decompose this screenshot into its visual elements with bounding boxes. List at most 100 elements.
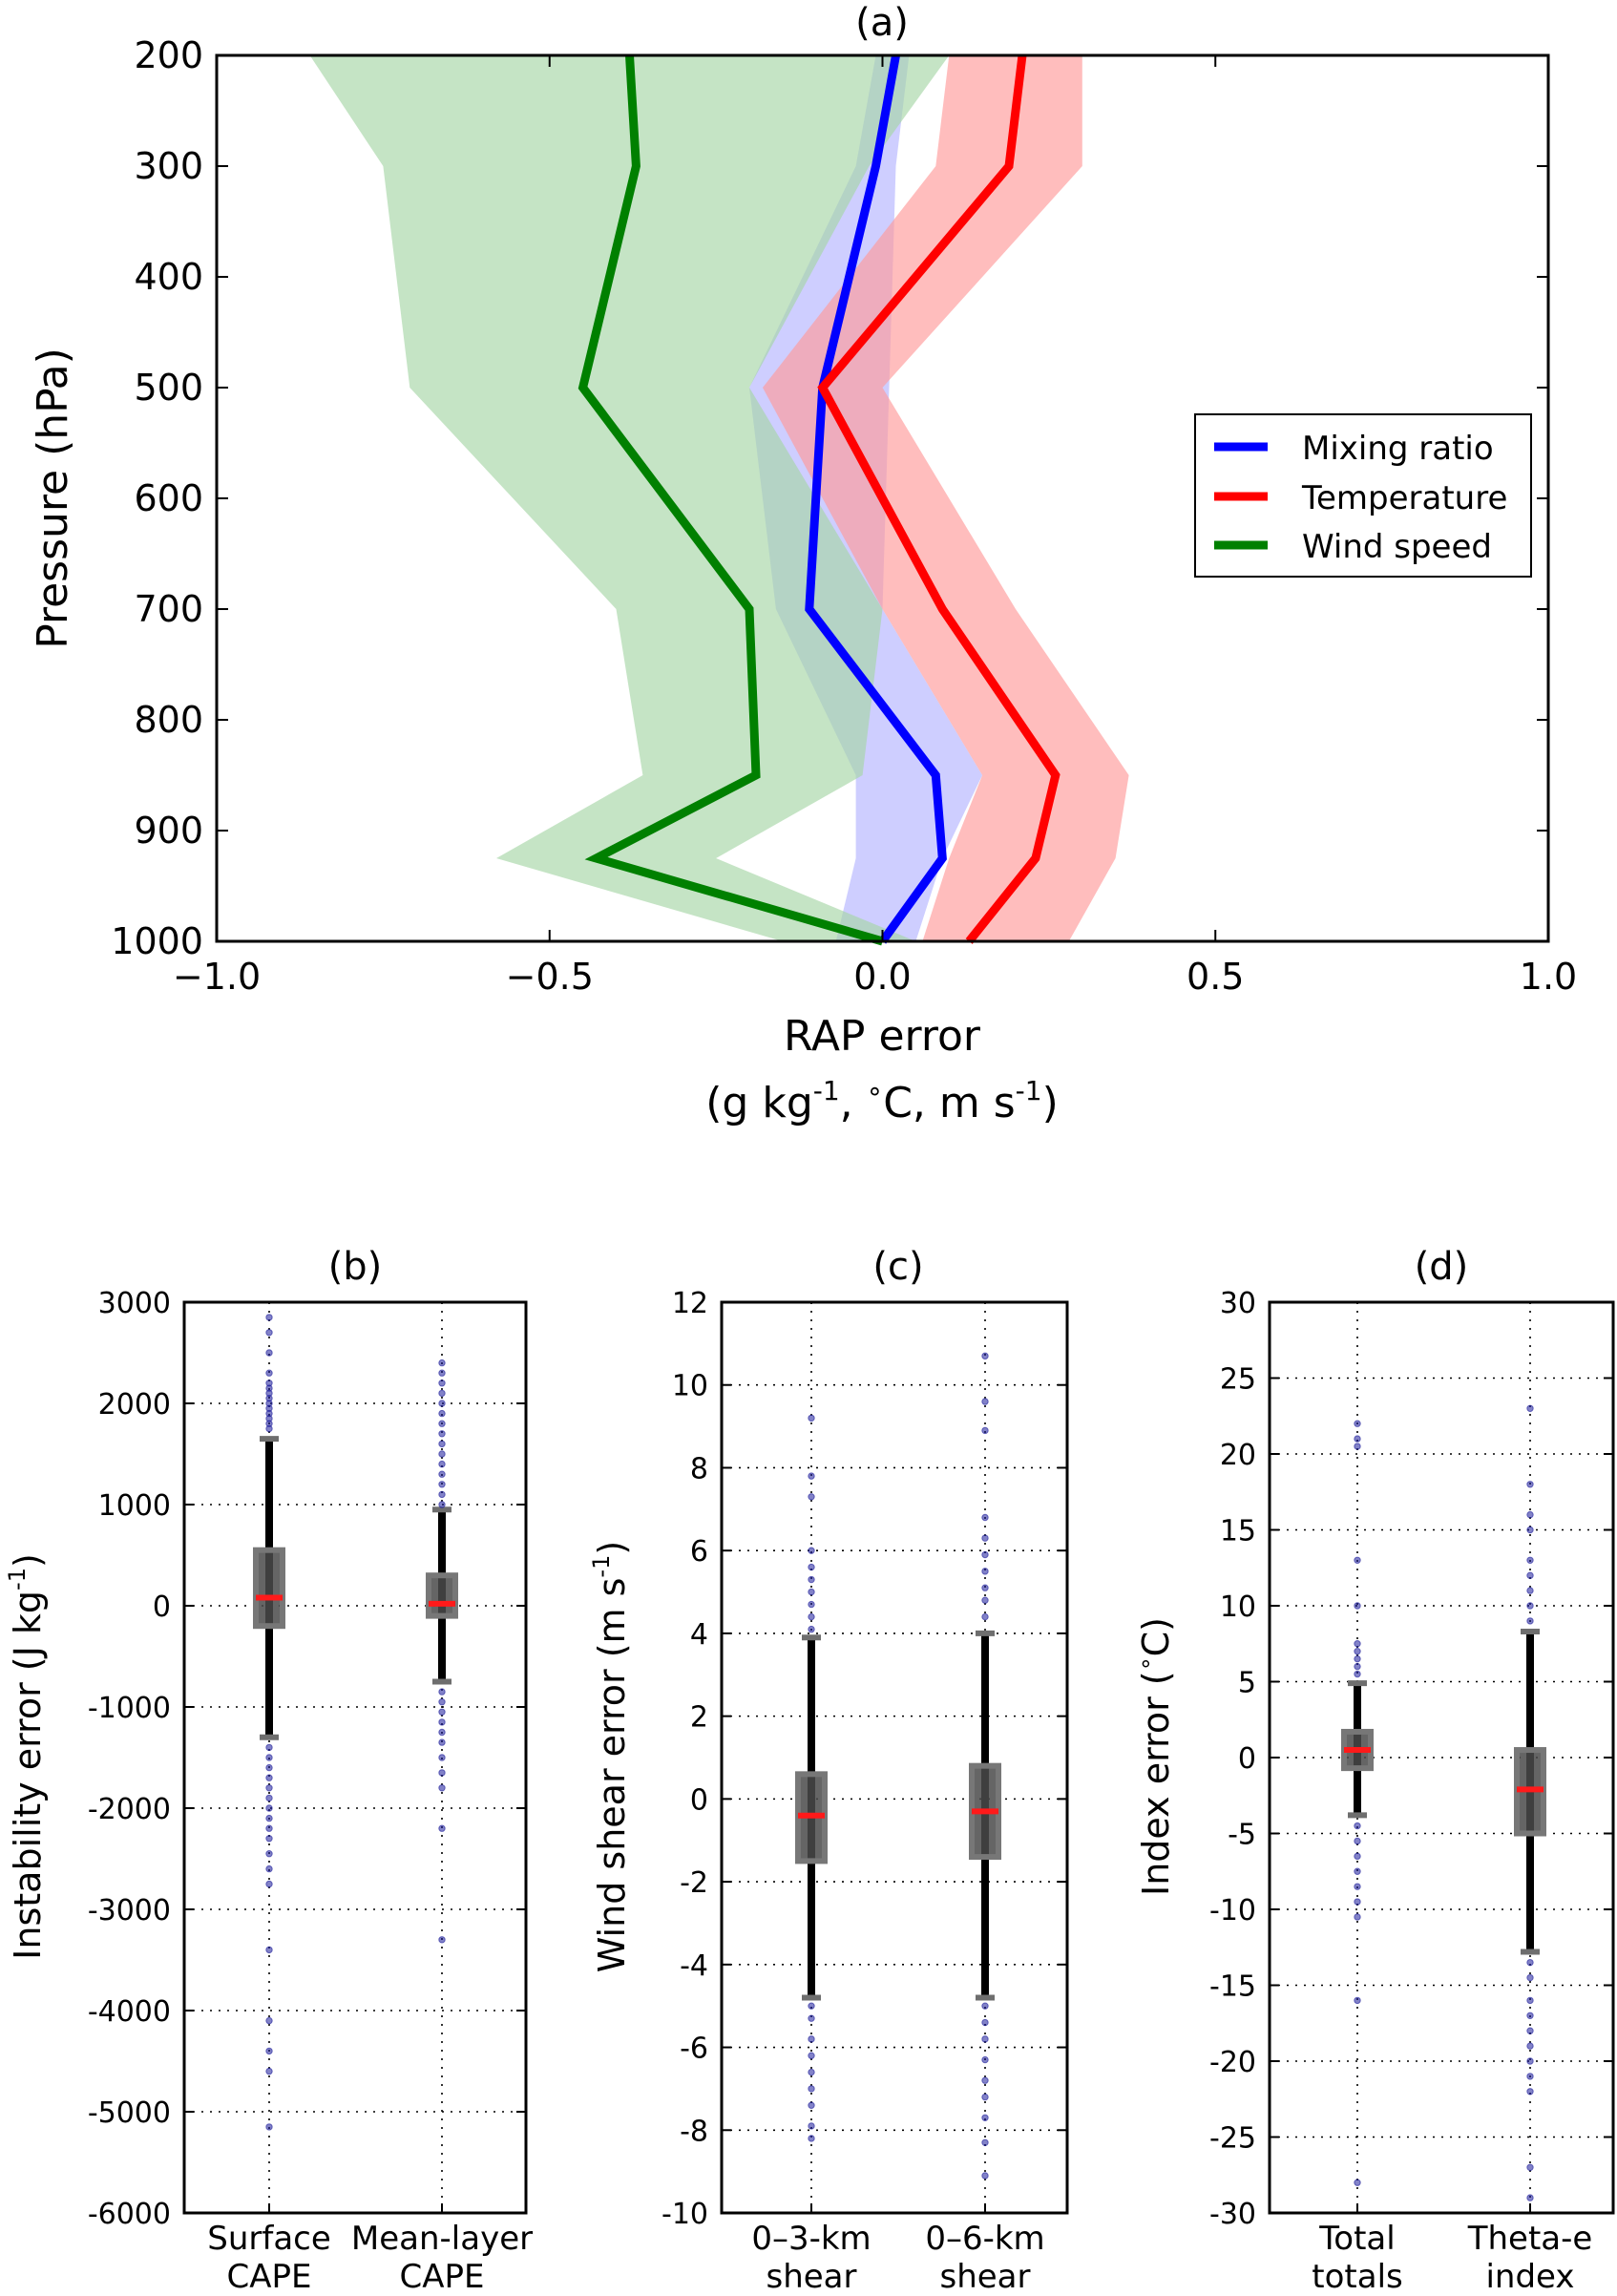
outlier-point: [265, 1774, 273, 1781]
legend-label-wind-speed: Wind speed: [1302, 528, 1492, 566]
outlier-point: [1354, 1648, 1361, 1655]
outlier-point: [1526, 1587, 1534, 1594]
box-iqr: [253, 1547, 285, 1630]
panel-d-index-boxplot: (d) 30 25 20 15 10 5 0 -5 -10 -15 -20 -25 -30 Totalt…: [1132, 1245, 1615, 2296]
outlier-point: [438, 1470, 446, 1478]
box-iqr: [426, 1572, 458, 1619]
outlier-point: [808, 1600, 815, 1609]
outlier-point: [808, 2014, 815, 2022]
outlier-point: [981, 1426, 989, 1435]
outlier-point: [981, 2002, 989, 2010]
y-tick-label: 400: [134, 256, 203, 298]
outlier-point: [1526, 2088, 1534, 2096]
panel-d-grid: [1270, 1302, 1613, 2213]
y-tick-label: 700: [134, 588, 203, 630]
y-tick-label: 3000: [98, 1287, 171, 1320]
outlier-point: [981, 1612, 989, 1621]
y-tick-label: -6000: [88, 2198, 171, 2231]
panel-b-instability-boxplot: (b) 3000 2000 1000 0 -1000 -2000 -3000 -4000 -50…: [4, 1245, 533, 2296]
outlier-point: [808, 2135, 815, 2142]
legend-label-mixing-ratio: Mixing ratio: [1302, 430, 1494, 468]
x-tick-label-line2: shear: [766, 2258, 857, 2296]
panel-a-title: (a): [855, 1, 909, 45]
outlier-point: [1354, 1913, 1361, 1921]
outlier-point: [265, 1784, 273, 1792]
outlier-point: [1526, 1510, 1534, 1519]
y-tick-label: -6: [680, 2033, 708, 2066]
outlier-point: [1526, 1958, 1534, 1967]
y-tick-label: -15: [1209, 1970, 1256, 2004]
x-tick-label: 0.5: [1186, 956, 1244, 998]
outlier-point: [265, 1804, 273, 1812]
outlier-point: [1526, 2042, 1534, 2050]
panel-a-profile-chart: (a) −1.0 −0.5 0.0 0.5 1.0 200 300 400 500 600 700…: [29, 1, 1577, 1127]
outlier-point: [1526, 2057, 1534, 2065]
outlier-point: [438, 1430, 446, 1438]
x-tick-label: 1.0: [1520, 956, 1577, 998]
outlier-point: [1526, 2194, 1534, 2201]
y-tick-label: 15: [1220, 1515, 1256, 1548]
outlier-point: [265, 1880, 273, 1888]
outlier-point: [808, 1493, 815, 1501]
outlier-point: [981, 2093, 989, 2101]
y-tick-label: 20: [1220, 1439, 1256, 1472]
outlier-point: [1526, 1617, 1534, 1625]
outlier-point: [265, 1743, 273, 1752]
outlier-point: [1526, 1602, 1534, 1610]
y-tick-label: -1000: [88, 1692, 171, 1725]
outlier-point: [438, 1501, 446, 1508]
x-tick-label: −0.5: [506, 956, 594, 998]
y-tick-label: -5: [1228, 1819, 1256, 1852]
panel-d-y-ticks: 30 25 20 15 10 5 0 -5 -10 -15 -20 -25 -30: [1209, 1287, 1613, 2231]
outlier-point: [808, 1588, 815, 1596]
outlier-point: [265, 1794, 273, 1802]
outlier-point: [1526, 1481, 1534, 1488]
panel-c-ylabel: Wind shear error (m s-1): [588, 1541, 633, 1972]
outlier-point: [981, 2018, 989, 2027]
panel-c-y-ticks: 12 10 8 6 4 2 0 -2 -4 -6 -8 -10: [662, 1287, 1067, 2231]
outlier-point: [265, 1763, 273, 1772]
outlier-point: [265, 1946, 273, 1954]
outlier-point: [808, 2085, 815, 2093]
y-tick-label: -30: [1209, 2198, 1256, 2231]
panel-d-ylabel: Index error (∘C): [1132, 1617, 1177, 1896]
outlier-point: [1354, 1867, 1361, 1875]
outlier-point: [438, 1420, 446, 1427]
panel-a-bands: [309, 55, 1129, 941]
outlier-point: [981, 1550, 989, 1559]
outlier-point: [265, 1864, 273, 1873]
outlier-point: [265, 1850, 273, 1858]
outlier-point: [438, 1824, 446, 1832]
outlier-point: [808, 1472, 815, 1480]
y-tick-label: 200: [134, 34, 203, 76]
x-tick-label: Mean-layer: [351, 2220, 533, 2258]
outlier-point: [438, 1380, 446, 1387]
outlier-point: [438, 1450, 446, 1458]
outlier-point: [265, 1424, 273, 1433]
y-tick-label: -8: [680, 2115, 708, 2148]
panel-a-xlabel-units: (g kg-1, ∘C, m s-1): [705, 1075, 1059, 1127]
outlier-point: [981, 2172, 989, 2180]
panel-a-x-ticks: −1.0 −0.5 0.0 0.5 1.0: [173, 55, 1577, 998]
outlier-point: [808, 1612, 815, 1621]
outlier-point: [808, 1414, 815, 1422]
x-tick-label: 0.0: [853, 956, 911, 998]
y-tick-label: -10: [1209, 1894, 1256, 1927]
outlier-point: [981, 1513, 989, 1522]
y-tick-label: 1000: [98, 1489, 171, 1523]
outlier-point: [1354, 1852, 1361, 1861]
y-tick-label: 8: [690, 1452, 708, 1485]
y-tick-label: 900: [134, 810, 203, 852]
outlier-point: [1526, 2012, 1534, 2020]
outlier-point: [808, 1547, 815, 1554]
outlier-point: [438, 1369, 446, 1377]
outlier-point: [981, 1584, 989, 1591]
panel-d-title: (d): [1415, 1245, 1469, 1289]
y-tick-label: 300: [134, 145, 203, 187]
outlier-point: [981, 1398, 989, 1405]
outlier-point: [265, 2123, 273, 2131]
outlier-point: [438, 1936, 446, 1944]
x-tick-label: Surface: [207, 2220, 331, 2258]
y-tick-label: -2: [680, 1866, 708, 1900]
